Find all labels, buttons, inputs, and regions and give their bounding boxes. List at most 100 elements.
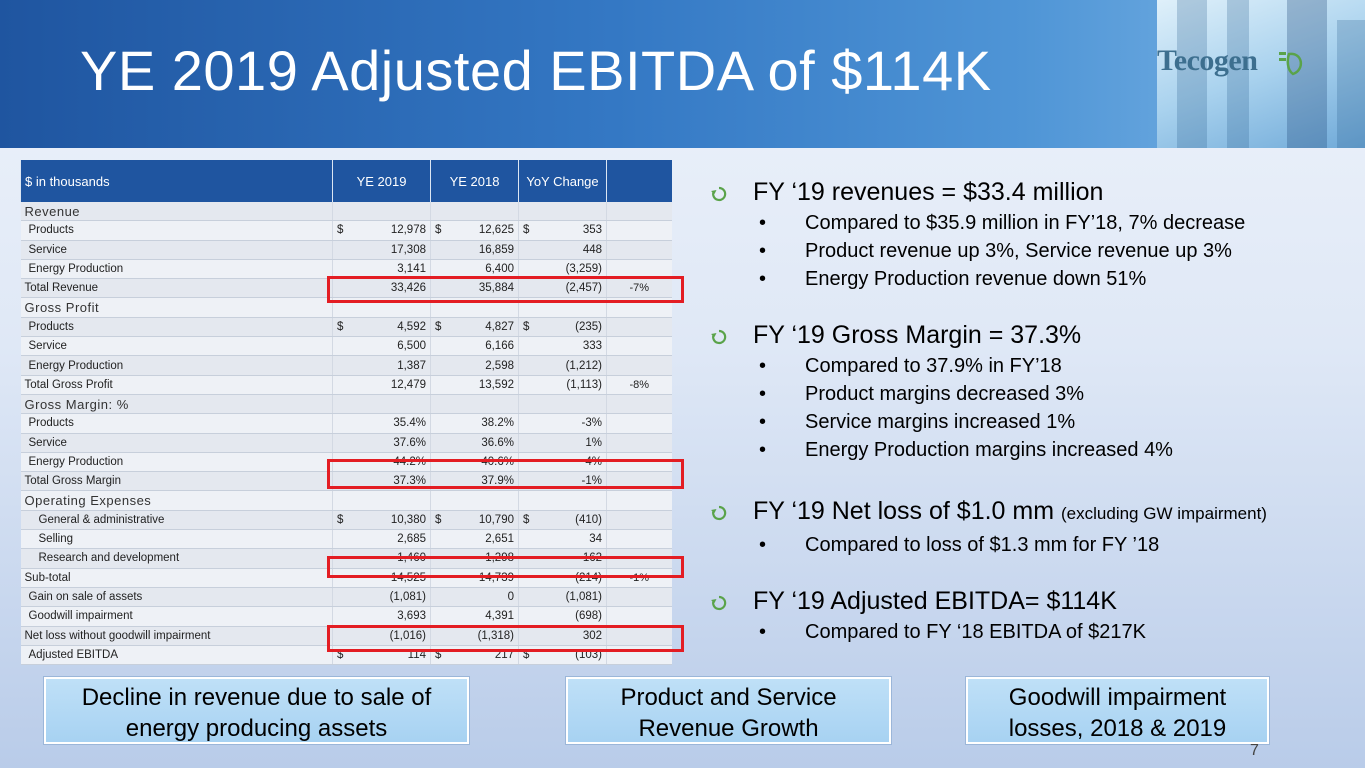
change-percent [606,510,672,531]
table-row: Total Gross Profit 12,479 13,592 (1,113) -8% [20,375,672,395]
cell-value [518,394,607,415]
table-row: Sub-total 14,525 14,739 (214) -1% [20,568,672,588]
cell-value: 35,884 [430,278,519,299]
change-percent [606,202,672,222]
currency-symbol: $ [337,513,344,526]
cell-value: $10,790 [430,510,519,531]
change-percent [606,394,672,415]
currency-symbol: $ [523,648,530,661]
bullet-item: Energy Production revenue down 51% [705,265,1355,293]
change-percent [606,452,672,473]
row-label: Gain on sale of assets [20,587,333,608]
cell-value: 38.2% [430,413,519,434]
cell-value: $10,380 [332,510,431,531]
cell-value: 333 [518,336,607,357]
bullet-item: Product revenue up 3%, Service revenue u… [705,237,1355,265]
row-label: Total Revenue [20,278,333,299]
cell-value: $12,978 [332,220,431,241]
row-label: Service [20,336,333,357]
row-label: Products [20,317,333,338]
cell-value: (1,318) [430,626,519,646]
slide-title: YE 2019 Adjusted EBITDA of $114K [80,39,992,102]
currency-symbol: $ [523,513,530,526]
cell-value: 33,426 [332,278,431,299]
row-label: Products [20,220,333,241]
cell-value [332,394,431,415]
cell-value: 0 [430,587,519,608]
cell-value [430,394,519,415]
table-row: Goodwill impairment 3,693 4,391 (698) [20,606,672,627]
row-label: Total Gross Margin [20,471,333,492]
row-label: Products [20,413,333,434]
table-row: General & administrative $10,380 $10,790 $(… [20,510,672,531]
page-number: 7 [1250,742,1259,759]
cell-value: 37.6% [332,433,431,453]
row-label: Energy Production [20,259,333,280]
column-header: YE 2019 [332,160,431,202]
cell-value: (1,081) [332,587,431,608]
column-header: YoY Change [518,160,607,202]
change-percent [606,355,672,376]
highlight-sub-total [327,556,684,578]
circular-arrow-icon [711,505,727,521]
cell-value: 448 [518,240,607,260]
column-header: YE 2018 [430,160,519,202]
bullet-group-adjusted-ebitda: FY ‘19 Adjusted EBITDA= $114K Compared t… [705,586,1355,646]
circular-arrow-icon [711,186,727,202]
row-label: Service [20,433,333,453]
cell-value: 17,308 [332,240,431,260]
currency-symbol: $ [523,320,530,333]
currency-symbol: $ [435,224,442,237]
cell-value: 1% [518,433,607,453]
bullet-item: Compared to 37.9% in FY’18 [705,352,1355,380]
row-label: Revenue [20,202,333,222]
cell-value: (1,081) [518,587,607,608]
cell-value: $ (235) [518,317,607,338]
cell-value: 12,479 [332,375,431,395]
row-label: Operating Expenses [20,490,333,511]
table-row: Service 37.6% 36.6% 1% [20,433,672,453]
cell-value [430,202,519,222]
bullet-heading: FY ‘19 Net loss of $1.0 mm (excluding GW… [705,496,1355,529]
cell-value: $12,625 [430,220,519,241]
table-row: Net loss without goodwill impairment (1,0… [20,626,672,646]
bullet-group-revenues: FY ‘19 revenues = $33.4 million Compared… [705,177,1355,293]
row-label: Net loss without goodwill impairment [20,626,333,646]
currency-symbol: $ [337,648,344,661]
cell-value: 1,387 [332,355,431,376]
highlight-total-revenue [327,276,684,303]
row-label: General & administrative [20,510,333,531]
highlight-total-gross-margin [327,459,684,489]
table-row: Products $12,978 $12,625 $353 [20,220,672,241]
cell-value: 35.4% [332,413,431,434]
row-label: Research and development [20,548,333,569]
change-percent [606,317,672,338]
cell-value: -3% [518,413,607,434]
cell-value: (214) [518,568,607,588]
bullet-item: Product margins decreased 3% [705,380,1355,408]
cell-value: (698) [518,606,607,627]
bullet-item: Energy Production margins increased 4% [705,436,1355,464]
row-label: Sub-total [20,568,333,588]
bullet-group-gross-margin: FY ‘19 Gross Margin = 37.3% Compared to … [705,320,1355,464]
table-row: Total Revenue 33,426 35,884 (2,457) -7% [20,278,672,299]
cell-value: 302 [518,626,607,646]
change-percent [606,240,672,260]
row-label: Goodwill impairment [20,606,333,627]
cell-value: (2,457) [518,278,607,299]
cell-value [518,490,607,511]
company-logo: Tecogen [1157,44,1258,77]
row-label: Selling [20,529,333,550]
table-row: Gain on sale of assets (1,081) 0 (1,081) [20,587,672,608]
row-label: Gross Margin: % [20,394,333,415]
change-percent [606,587,672,608]
column-header [606,160,672,202]
cell-value: 6,166 [430,336,519,357]
bullet-item: Compared to $35.9 million in FY’18, 7% d… [705,209,1355,237]
leaf-logo-icon [1279,52,1302,76]
cell-value: 4,391 [430,606,519,627]
title-banner: YE 2019 Adjusted EBITDA of $114K Tecogen [0,0,1365,148]
change-percent [606,490,672,511]
cell-value: (1,016) [332,626,431,646]
bullet-heading: FY ‘19 revenues = $33.4 million [705,177,1355,207]
